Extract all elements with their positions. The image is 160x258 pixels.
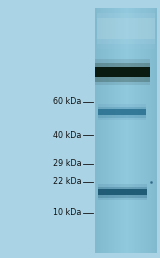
Bar bbox=[129, 8, 131, 253]
Bar bbox=[124, 8, 126, 253]
Bar bbox=[132, 8, 134, 253]
Bar bbox=[95, 59, 150, 85]
Bar bbox=[98, 8, 100, 253]
Bar bbox=[97, 18, 155, 39]
Bar bbox=[123, 8, 124, 253]
Text: 40 kDa: 40 kDa bbox=[53, 131, 82, 140]
Bar bbox=[98, 107, 146, 118]
Bar bbox=[95, 67, 150, 77]
Bar bbox=[140, 8, 141, 253]
Bar bbox=[108, 8, 109, 253]
Bar bbox=[98, 187, 147, 198]
Bar bbox=[98, 184, 147, 200]
Bar bbox=[118, 8, 120, 253]
Bar bbox=[155, 8, 157, 253]
Bar bbox=[146, 8, 148, 253]
Bar bbox=[106, 8, 108, 253]
Bar bbox=[138, 8, 140, 253]
Bar bbox=[117, 8, 118, 253]
Bar bbox=[97, 13, 155, 44]
Bar bbox=[98, 104, 146, 120]
Bar bbox=[97, 8, 155, 49]
Bar bbox=[121, 8, 123, 253]
Bar bbox=[135, 8, 137, 253]
Bar bbox=[126, 8, 128, 253]
Bar bbox=[131, 8, 132, 253]
Bar bbox=[120, 8, 121, 253]
Bar bbox=[152, 8, 154, 253]
Text: 60 kDa: 60 kDa bbox=[53, 98, 82, 106]
Bar bbox=[103, 8, 104, 253]
Bar bbox=[148, 8, 149, 253]
Bar bbox=[101, 8, 103, 253]
Bar bbox=[151, 8, 152, 253]
Text: 10 kDa: 10 kDa bbox=[53, 208, 82, 217]
Bar bbox=[111, 8, 112, 253]
Bar bbox=[149, 8, 151, 253]
Bar bbox=[141, 8, 143, 253]
Bar bbox=[100, 8, 101, 253]
Text: 29 kDa: 29 kDa bbox=[53, 159, 82, 168]
Bar bbox=[95, 8, 157, 253]
Bar bbox=[134, 8, 135, 253]
Bar bbox=[137, 8, 138, 253]
Bar bbox=[95, 8, 97, 253]
Bar bbox=[143, 8, 144, 253]
Bar bbox=[112, 8, 114, 253]
Bar bbox=[154, 8, 155, 253]
Text: 22 kDa: 22 kDa bbox=[53, 178, 82, 186]
Bar bbox=[144, 8, 146, 253]
Bar bbox=[95, 63, 150, 82]
Bar bbox=[98, 189, 147, 195]
Bar bbox=[104, 8, 106, 253]
Bar bbox=[98, 109, 146, 115]
Bar bbox=[128, 8, 129, 253]
Bar bbox=[109, 8, 111, 253]
Bar bbox=[115, 8, 117, 253]
Bar bbox=[97, 8, 98, 253]
Bar bbox=[114, 8, 115, 253]
